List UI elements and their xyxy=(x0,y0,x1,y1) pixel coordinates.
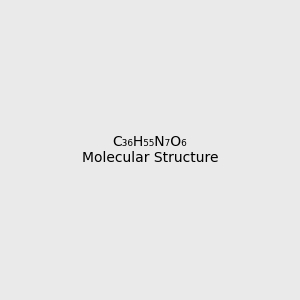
Text: C₃₆H₅₅N₇O₆
Molecular Structure: C₃₆H₅₅N₇O₆ Molecular Structure xyxy=(82,135,218,165)
